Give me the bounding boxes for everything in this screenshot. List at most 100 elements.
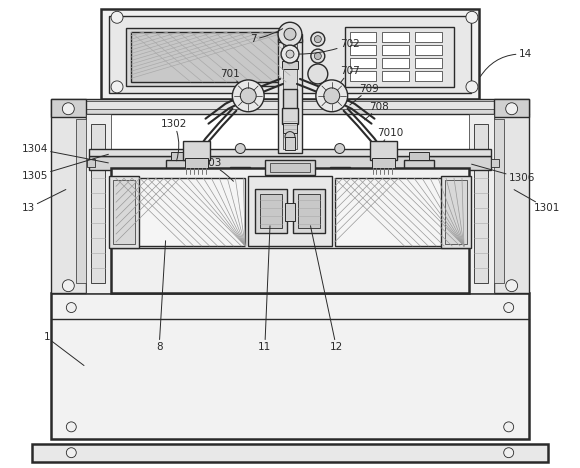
Bar	[491, 160, 499, 168]
Text: 1302: 1302	[161, 119, 187, 161]
Bar	[116, 178, 245, 246]
Bar	[284, 52, 296, 64]
Bar	[171, 153, 191, 161]
Circle shape	[111, 11, 123, 23]
Bar	[415, 71, 442, 81]
Bar	[278, 34, 302, 42]
Bar	[229, 181, 252, 193]
Bar	[350, 32, 376, 42]
Bar	[445, 180, 467, 244]
Text: 14: 14	[480, 49, 532, 77]
Circle shape	[503, 422, 514, 432]
Bar	[52, 99, 528, 114]
Bar	[166, 161, 195, 170]
Circle shape	[63, 280, 74, 292]
Bar	[91, 124, 105, 283]
Text: 7: 7	[250, 29, 282, 44]
Circle shape	[235, 144, 245, 154]
Circle shape	[66, 422, 77, 432]
Bar	[441, 176, 471, 248]
Bar	[248, 176, 332, 246]
Bar	[89, 156, 491, 170]
Text: 1301: 1301	[514, 190, 560, 213]
Text: 1306: 1306	[472, 164, 535, 183]
Circle shape	[285, 132, 295, 141]
Bar	[382, 32, 409, 42]
Bar	[494, 99, 528, 117]
Bar	[474, 124, 488, 283]
Bar	[330, 168, 350, 183]
Circle shape	[66, 303, 77, 313]
Circle shape	[314, 36, 321, 43]
Bar	[52, 99, 86, 117]
Bar	[282, 61, 298, 69]
Text: 11: 11	[258, 226, 271, 352]
Bar	[230, 168, 250, 183]
Circle shape	[503, 303, 514, 313]
Bar	[52, 114, 86, 292]
Bar	[184, 159, 208, 168]
Bar	[282, 108, 298, 124]
Bar	[369, 140, 397, 161]
Bar	[31, 444, 549, 461]
Circle shape	[111, 81, 123, 93]
Bar	[285, 203, 295, 221]
Bar	[131, 32, 290, 82]
Bar	[415, 58, 442, 68]
Circle shape	[314, 52, 321, 59]
Bar	[52, 292, 528, 439]
Bar	[278, 39, 302, 154]
Bar	[328, 181, 351, 193]
Circle shape	[63, 103, 74, 115]
Circle shape	[506, 280, 517, 292]
Bar	[89, 148, 491, 156]
Bar	[350, 45, 376, 55]
Circle shape	[506, 103, 517, 115]
Text: 702: 702	[299, 39, 360, 54]
Bar	[409, 153, 429, 161]
Bar	[350, 58, 376, 68]
Circle shape	[281, 45, 299, 63]
Bar	[335, 178, 464, 246]
Bar	[469, 114, 494, 292]
Text: 709: 709	[350, 84, 379, 105]
Circle shape	[316, 80, 347, 112]
Bar	[350, 71, 376, 81]
Circle shape	[335, 144, 345, 154]
Bar	[415, 45, 442, 55]
Text: 7010: 7010	[376, 128, 404, 150]
Bar	[113, 180, 135, 244]
Bar	[126, 28, 295, 86]
Circle shape	[311, 32, 325, 46]
Bar	[283, 89, 297, 109]
Bar	[109, 16, 471, 93]
Text: 8: 8	[156, 241, 165, 352]
Bar	[270, 163, 310, 172]
Bar	[404, 161, 434, 170]
Bar	[56, 101, 524, 109]
Text: 708: 708	[365, 102, 389, 120]
Bar	[494, 114, 528, 292]
Bar	[382, 71, 409, 81]
Circle shape	[466, 11, 478, 23]
Circle shape	[240, 88, 256, 104]
Circle shape	[233, 80, 264, 112]
Bar	[382, 45, 409, 55]
Bar	[77, 119, 88, 283]
Bar	[293, 189, 325, 233]
Circle shape	[278, 22, 302, 46]
Text: 1: 1	[44, 332, 84, 366]
Bar	[283, 44, 297, 148]
Text: 701: 701	[220, 69, 246, 92]
Bar	[372, 159, 396, 168]
Bar	[415, 32, 442, 42]
Bar	[101, 9, 479, 99]
Bar	[382, 58, 409, 68]
Circle shape	[324, 88, 340, 104]
Circle shape	[66, 448, 77, 458]
Circle shape	[466, 81, 478, 93]
Text: 12: 12	[310, 226, 343, 352]
Bar	[260, 194, 282, 228]
Bar	[255, 189, 287, 233]
Text: 1303: 1303	[195, 159, 233, 181]
